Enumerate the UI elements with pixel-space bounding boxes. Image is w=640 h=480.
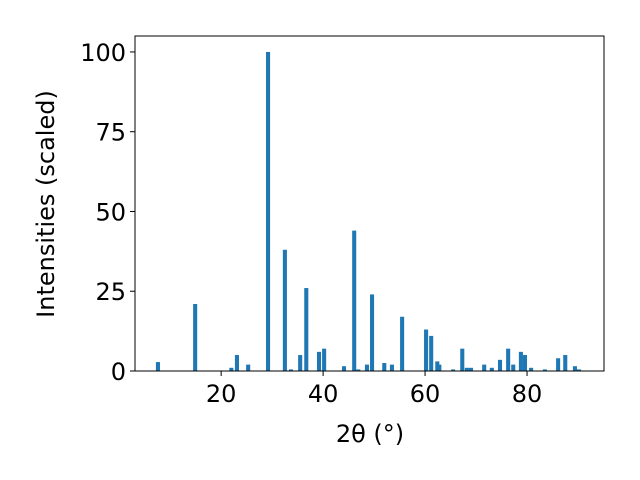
bar: [316, 351, 322, 371]
bar: [506, 348, 511, 371]
bar: [542, 369, 547, 371]
y-tick-label: 100: [80, 39, 126, 67]
bar: [298, 355, 303, 371]
bar: [529, 367, 534, 371]
bar: [572, 366, 577, 371]
y-tick-label: 50: [95, 198, 126, 226]
bar: [424, 329, 429, 371]
bar: [576, 369, 582, 371]
bar: [304, 288, 309, 371]
x-tick-label: 60: [410, 380, 441, 408]
bar: [556, 358, 561, 371]
bar: [155, 362, 160, 371]
bar: [563, 355, 568, 371]
bar: [288, 369, 294, 371]
y-tick-label: 75: [95, 119, 126, 147]
bar: [341, 366, 347, 371]
bar: [229, 367, 234, 371]
bar: [489, 367, 494, 371]
bar: [460, 348, 465, 371]
x-tick-label: 20: [206, 380, 237, 408]
bar: [266, 51, 271, 371]
bar: [451, 369, 456, 371]
bar: [518, 351, 523, 371]
bar: [437, 364, 442, 371]
bar: [352, 230, 357, 371]
x-axis-label: 2θ (°): [336, 420, 404, 448]
bar: [382, 363, 387, 371]
x-tick-label: 80: [512, 380, 543, 408]
bar: [464, 367, 469, 371]
y-tick-label: 0: [111, 358, 126, 386]
bar: [522, 355, 528, 371]
bar: [234, 355, 239, 371]
plot-frame: [134, 35, 605, 372]
bar: [370, 294, 375, 371]
bar: [356, 369, 361, 371]
bar: [511, 364, 516, 371]
bar: [497, 359, 503, 371]
bar: [322, 348, 327, 371]
bar: [482, 364, 487, 371]
bar: [364, 364, 369, 371]
bar: [389, 364, 394, 371]
bar: [246, 364, 251, 371]
y-tick-label: 25: [95, 278, 126, 306]
bar: [400, 316, 405, 371]
bar: [193, 304, 198, 371]
y-axis-label: Intensities (scaled): [32, 90, 60, 318]
bar: [282, 249, 287, 371]
bar: [468, 367, 473, 371]
x-tick-label: 40: [308, 380, 339, 408]
bar: [429, 335, 434, 371]
